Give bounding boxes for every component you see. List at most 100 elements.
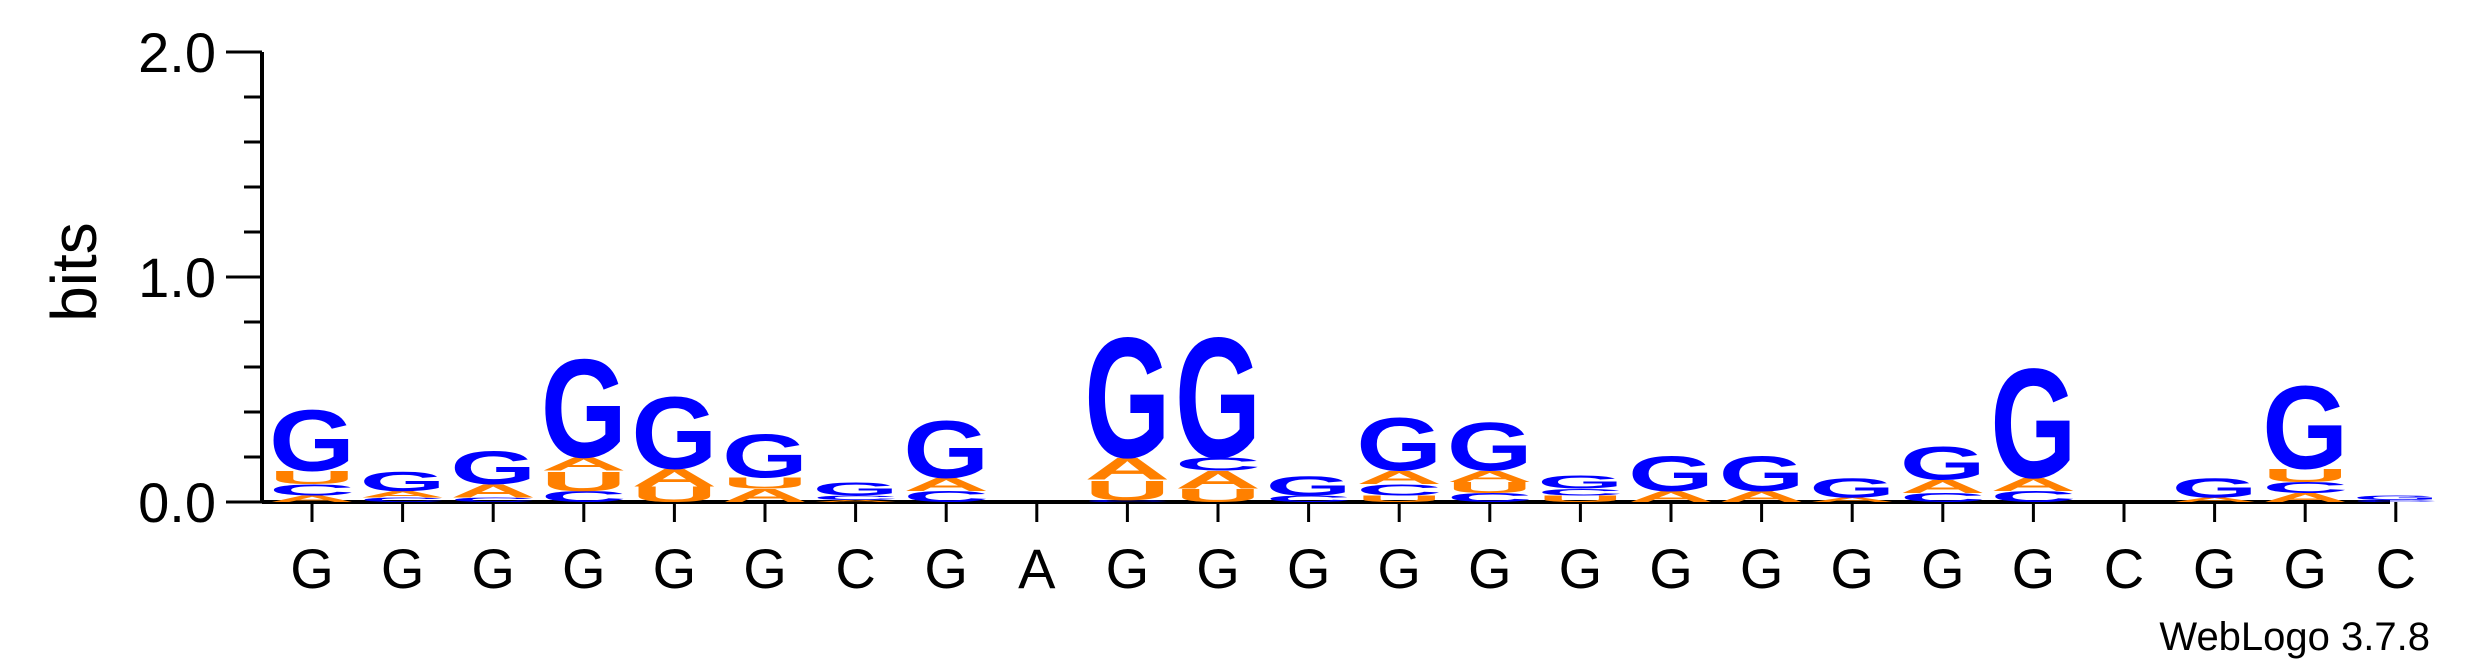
logo-letter-G: G (1719, 446, 1805, 502)
logo-letter-A: A (269, 494, 355, 504)
logo-letter-C: C (1084, 499, 1170, 502)
logo-letter-G: G (1084, 301, 1170, 494)
logo-letter-A: A (1719, 488, 1805, 505)
logo-letter-U: U (1175, 485, 1261, 506)
logo-mark-C: C (360, 496, 446, 503)
logo-letter-C: C (903, 488, 989, 505)
x-tick-label: G (1196, 537, 1240, 600)
x-tick-label: G (653, 537, 697, 600)
logo-mark-U: U (1175, 485, 1261, 506)
weblogo-watermark: WebLogo 3.7.8 (2159, 615, 2430, 659)
logo-mark-G: G (2172, 472, 2258, 503)
logo-letter-A: A (1356, 467, 1442, 488)
logo-mark-C: C (541, 488, 627, 505)
x-tick-label: G (1106, 537, 1150, 600)
y-tick-label: 1.0 (138, 246, 216, 309)
axes: 0.01.02.0G G G G G G C G A G G G G G G G G G G G C G G C (138, 21, 2416, 600)
logo-letter-G: G (1266, 470, 1352, 501)
logo-letter-A: A (1628, 488, 1714, 505)
logo-letter-A: A (450, 481, 536, 502)
logo-mark-A: A (541, 454, 627, 475)
logo-mark-C: C (450, 496, 536, 503)
logo-mark-A: A (813, 499, 899, 502)
logo-mark-C: C (1175, 454, 1261, 475)
logo-mark-C: C (1356, 481, 1442, 498)
logo-letter-C: C (541, 488, 627, 505)
logo-mark-G: G (631, 375, 717, 491)
logo-letter-A: A (903, 474, 989, 495)
logo-mark-U: U (1447, 479, 1533, 496)
x-tick-label: G (381, 537, 425, 600)
logo-mark-A: A (722, 485, 808, 506)
logo-mark-G: G (1084, 301, 1170, 494)
logo-letter-A: A (722, 485, 808, 506)
logo-letter-C: C (1900, 491, 1986, 505)
logo-mark-A: A (1809, 496, 1895, 503)
logo-letter-G: G (541, 330, 627, 487)
y-axis-label: bits (38, 222, 110, 322)
logo-mark-A: A (1900, 476, 1986, 497)
logo-mark-U: U (1537, 494, 1623, 504)
logo-letter-G: G (1356, 403, 1442, 487)
logo-letter-G: G (1447, 409, 1533, 486)
logo-letter-U: U (631, 482, 717, 507)
logo-mark-G: G (1628, 446, 1714, 502)
logo-letter-C: C (450, 496, 536, 503)
x-tick-label: G (471, 537, 515, 600)
logo-letter-G: G (2353, 494, 2439, 501)
logo-letter-U: U (541, 466, 627, 497)
logo-mark-C: C (903, 488, 989, 505)
logo-mark-G: G (813, 478, 899, 499)
logo-mark-G: G (1175, 301, 1261, 494)
logo-mark-G: G (360, 466, 446, 497)
logo-letter-C: C (360, 496, 446, 503)
logo-mark-C: C (1537, 487, 1623, 497)
logo-letter-C: C (1356, 481, 1442, 498)
logo-mark-U: U (1084, 475, 1170, 506)
logo-mark-U: U (2262, 465, 2348, 486)
logo-letter-A: A (2262, 491, 2348, 505)
x-tick-label: G (562, 537, 606, 600)
logo-mark-G: G (1356, 403, 1442, 487)
logo-letter-U: U (722, 474, 808, 491)
logo-letter-A: A (1990, 474, 2076, 495)
logo-mark-G: G (1266, 470, 1352, 501)
logo-mark-A: A (1628, 488, 1714, 505)
logo-mark-C: C (1447, 491, 1533, 505)
logo-mark-G: G (450, 441, 536, 493)
logo-letter-A: A (1900, 476, 1986, 497)
x-tick-label: G (1740, 537, 1784, 600)
logo-letter-C: C (813, 494, 899, 501)
logo-letter-G: G (813, 478, 899, 499)
logo-letter-C: C (1175, 454, 1261, 475)
logo-letter-U: U (1084, 475, 1170, 506)
logo-letter-U: U (1537, 494, 1623, 504)
logo-mark-U: U (631, 482, 717, 507)
x-tick-label: G (1468, 537, 1512, 600)
logo-mark-A: A (1084, 451, 1170, 486)
logo-mark-G: G (1990, 335, 2076, 510)
x-tick-label: G (1649, 537, 1693, 600)
x-tick-label: C (2376, 537, 2416, 600)
x-tick-label: G (2012, 537, 2056, 600)
logo-mark-C: C (813, 494, 899, 501)
logo-letter-C: C (1447, 491, 1533, 505)
logo-letter-G: G (1900, 437, 1986, 489)
x-tick-label: G (1559, 537, 1603, 600)
logo-mark-G: G (903, 404, 989, 495)
logo-mark-G: G (541, 330, 627, 487)
logo-letter-G: G (903, 404, 989, 495)
logo-letter-A: A (541, 454, 627, 475)
logo-mark-G: G (2353, 494, 2439, 501)
logo-mark-C: C (1900, 491, 1986, 505)
logo-letter-G: G (1990, 335, 2076, 510)
logo-mark-C: C (2353, 499, 2439, 502)
x-tick-label: A (1018, 537, 1056, 600)
logo-mark-A: A (631, 464, 717, 492)
x-tick-label: G (290, 537, 334, 600)
logo-mark-G: G (1447, 409, 1533, 486)
logo-mark-A: A (1175, 466, 1261, 494)
logo-letter-C: C (2353, 499, 2439, 502)
